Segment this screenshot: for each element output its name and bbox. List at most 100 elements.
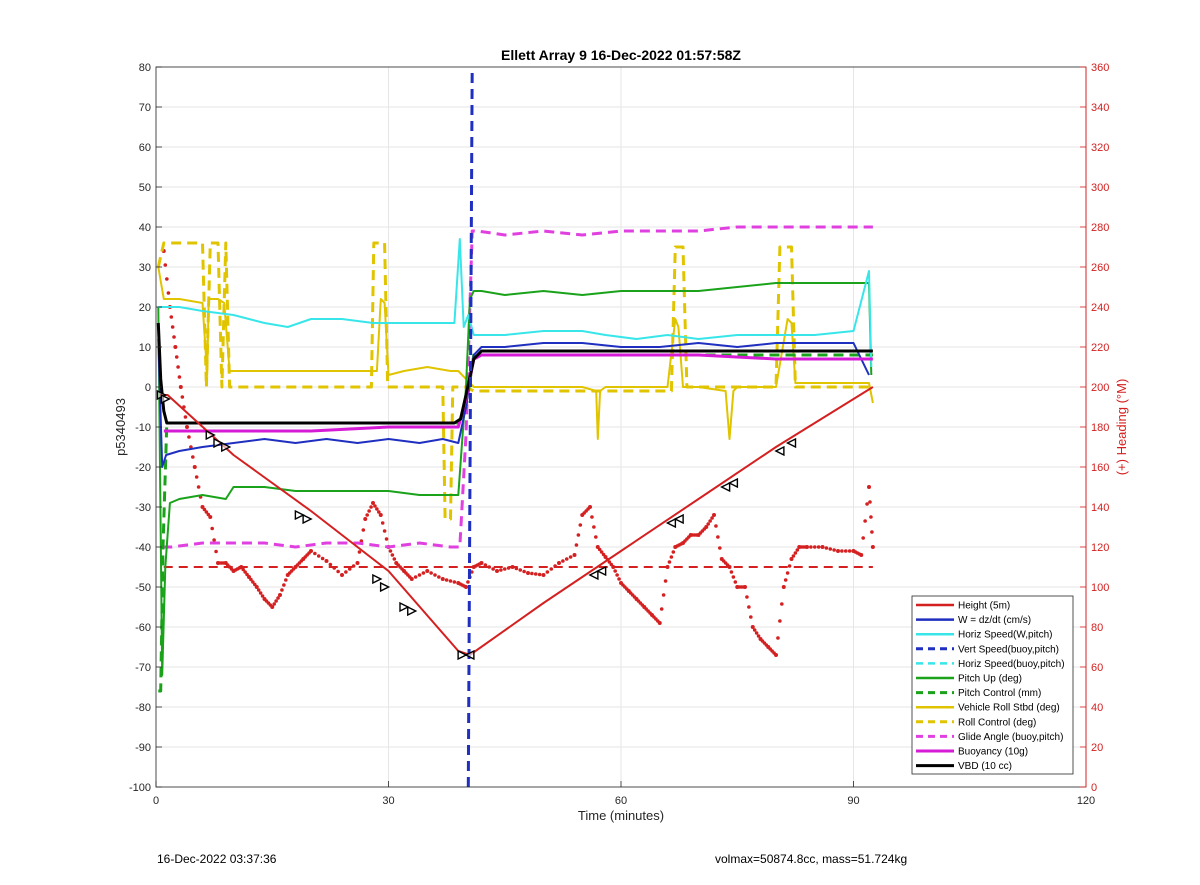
- y-left-tick-label: -20: [135, 462, 151, 474]
- heading-point: [347, 567, 352, 571]
- heading-point: [388, 549, 393, 553]
- y-left-tick-label: 60: [139, 142, 151, 154]
- heading-point: [384, 537, 389, 541]
- y-right-tick-label: 20: [1091, 742, 1103, 754]
- heading-point: [706, 522, 710, 526]
- y-left-tick-label: -10: [135, 422, 151, 434]
- heading-point: [274, 599, 278, 603]
- y-left-tick-label: -50: [135, 582, 151, 594]
- heading-point: [165, 277, 169, 281]
- legend-box: [911, 595, 1074, 775]
- y-right-tick-label: 0: [1091, 782, 1097, 794]
- heading-point: [607, 560, 612, 564]
- heading-point: [791, 554, 796, 558]
- heading-point: [202, 507, 207, 512]
- heading-point: [514, 566, 519, 571]
- heading-point: [464, 585, 468, 589]
- heading-point: [392, 557, 397, 561]
- heading-point: [816, 545, 821, 549]
- heading-point: [380, 521, 385, 525]
- y-left-tick-label: 70: [139, 102, 151, 114]
- heading-point: [745, 595, 749, 599]
- heading-point: [530, 571, 534, 576]
- heading-point: [541, 573, 546, 577]
- heading-point: [578, 523, 583, 527]
- heading-point: [440, 577, 445, 581]
- y-left-tick-label: -60: [135, 622, 151, 634]
- heading-point: [413, 575, 418, 579]
- heading-point: [867, 485, 871, 489]
- heading-point: [522, 569, 526, 574]
- heading-point: [309, 549, 313, 553]
- y-left-tick-label: 50: [139, 182, 151, 194]
- heading-point: [369, 505, 373, 509]
- heading-point: [663, 579, 668, 583]
- heading-point: [332, 566, 337, 570]
- heading-point: [671, 550, 676, 554]
- heading-point: [843, 549, 848, 553]
- heading-point: [659, 607, 664, 611]
- heading-point: [466, 580, 470, 584]
- heading-point: [172, 335, 176, 339]
- heading-point: [448, 579, 453, 583]
- position-marker: [372, 573, 383, 585]
- heading-point: [756, 634, 761, 638]
- heading-point: [832, 548, 836, 552]
- heading-point: [491, 567, 495, 571]
- position-marker: [727, 477, 739, 489]
- heading-point: [667, 560, 672, 564]
- heading-point: [615, 573, 619, 577]
- heading-point: [868, 500, 872, 504]
- heading-point: [324, 559, 329, 563]
- y-left-tick-label: 20: [139, 302, 151, 314]
- series-line-vert-speed-buoy-pitch: [466, 66, 474, 788]
- heading-point: [733, 580, 738, 584]
- heading-point: [750, 625, 755, 629]
- heading-point: [495, 569, 499, 573]
- heading-point: [594, 535, 598, 539]
- heading-point: [743, 585, 747, 589]
- heading-point: [731, 575, 736, 579]
- heading-point: [870, 530, 874, 534]
- heading-point: [258, 591, 263, 595]
- y-axis-label-left: p5340493: [113, 398, 128, 456]
- y-right-tick-label: 320: [1091, 142, 1109, 154]
- heading-point: [357, 550, 362, 554]
- heading-point: [545, 570, 550, 574]
- heading-point: [537, 572, 542, 577]
- y-left-tick-label: 10: [139, 342, 151, 354]
- heading-point: [661, 593, 666, 597]
- heading-point: [863, 519, 867, 523]
- series-line-pitch-up-deg: [157, 282, 873, 676]
- heading-point: [483, 563, 488, 567]
- legend-label: Horiz Speed(buoy,pitch): [958, 659, 1065, 670]
- heading-point: [284, 578, 288, 582]
- heading-point: [421, 571, 426, 575]
- heading-point: [328, 562, 333, 567]
- heading-point: [378, 513, 383, 517]
- y-left-tick-label: 0: [145, 382, 151, 394]
- heading-point: [572, 553, 577, 557]
- heading-point: [859, 553, 864, 557]
- heading-point: [836, 549, 840, 553]
- footer-timestamp: 16-Dec-2022 03:37:36: [157, 852, 277, 866]
- heading-point: [313, 551, 317, 556]
- heading-point: [282, 583, 286, 587]
- y-axis-label-right: (+) Heading (°M): [1114, 379, 1129, 476]
- heading-point: [754, 631, 759, 635]
- heading-point: [590, 515, 594, 519]
- heading-point: [564, 557, 569, 561]
- heading-point: [783, 578, 788, 582]
- heading-point: [249, 577, 253, 582]
- y-right-tick-label: 180: [1091, 422, 1109, 434]
- heading-point: [805, 545, 809, 549]
- heading-point: [166, 291, 171, 295]
- heading-point: [170, 325, 175, 329]
- position-marker: [464, 649, 475, 661]
- heading-point: [367, 509, 371, 513]
- y-right-tick-label: 200: [1091, 382, 1109, 394]
- position-marker: [302, 513, 313, 525]
- heading-point: [425, 569, 430, 573]
- y-right-tick-label: 220: [1091, 342, 1109, 354]
